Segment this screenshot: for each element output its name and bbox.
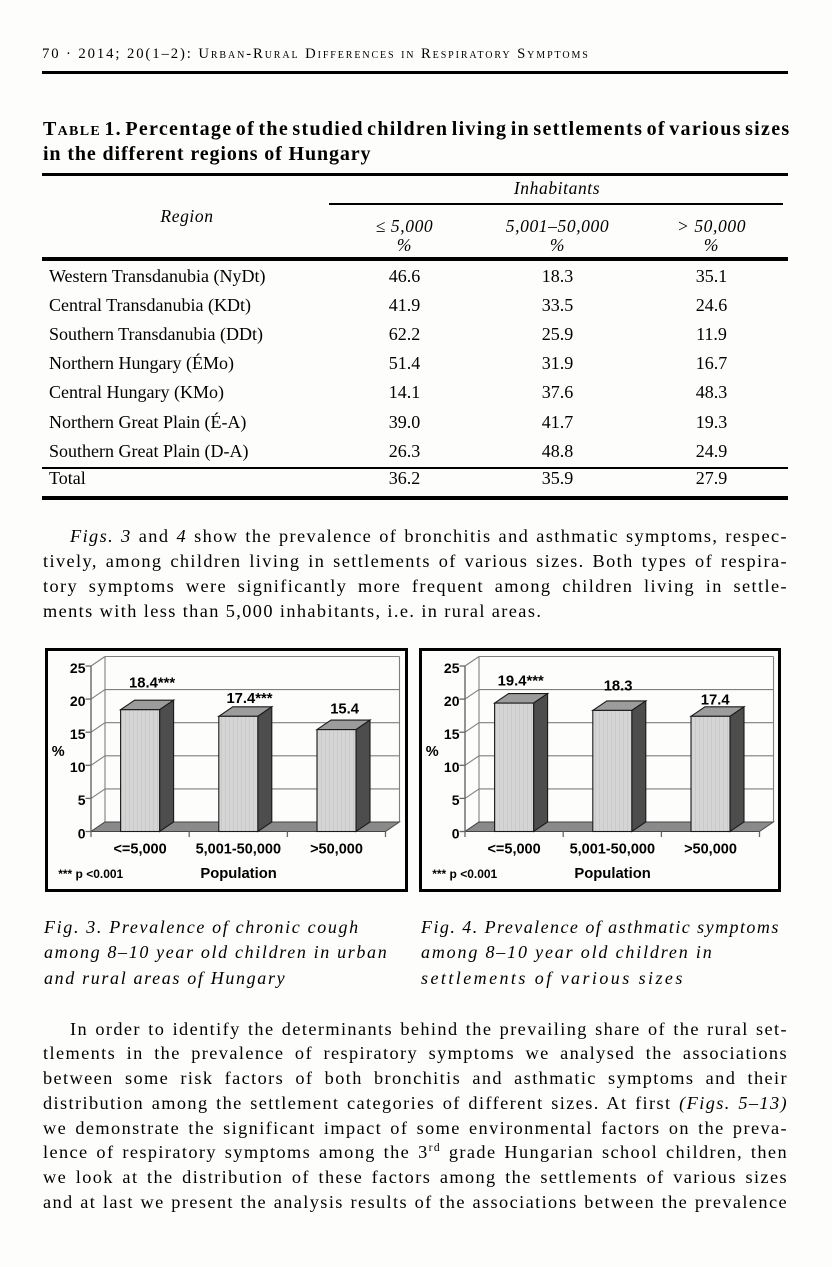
svg-text:15: 15 xyxy=(70,726,86,742)
svg-text:18.4***: 18.4*** xyxy=(129,676,175,692)
svg-text:*** p <0.001: *** p <0.001 xyxy=(432,867,497,881)
svg-text:Population: Population xyxy=(574,866,650,882)
svg-text:17.4: 17.4 xyxy=(701,692,731,708)
svg-text:25: 25 xyxy=(444,660,460,676)
svg-text:<=5,000: <=5,000 xyxy=(487,842,540,858)
svg-text:10: 10 xyxy=(444,759,460,775)
svg-text:5: 5 xyxy=(452,792,460,808)
svg-text:17.4***: 17.4*** xyxy=(226,691,272,707)
svg-text:18.3: 18.3 xyxy=(604,679,633,695)
svg-text:%: % xyxy=(426,744,439,760)
svg-text:Population: Population xyxy=(200,866,276,882)
svg-text:15.4: 15.4 xyxy=(330,702,360,718)
svg-text:0: 0 xyxy=(452,825,460,841)
svg-text:20: 20 xyxy=(444,693,460,709)
svg-text:%: % xyxy=(52,744,65,760)
svg-text:5,001-50,000: 5,001-50,000 xyxy=(570,842,655,858)
svg-text:<=5,000: <=5,000 xyxy=(113,842,166,858)
svg-text:25: 25 xyxy=(70,660,86,676)
svg-text:5,001-50,000: 5,001-50,000 xyxy=(196,842,281,858)
svg-text:15: 15 xyxy=(444,726,460,742)
svg-text:19.4***: 19.4*** xyxy=(498,674,544,690)
svg-text:20: 20 xyxy=(70,693,86,709)
svg-text:5: 5 xyxy=(78,792,86,808)
svg-text:0: 0 xyxy=(78,825,86,841)
svg-text:>50,000: >50,000 xyxy=(684,842,737,858)
svg-text:*** p <0.001: *** p <0.001 xyxy=(58,867,123,881)
svg-text:10: 10 xyxy=(70,759,86,775)
svg-text:>50,000: >50,000 xyxy=(310,842,363,858)
